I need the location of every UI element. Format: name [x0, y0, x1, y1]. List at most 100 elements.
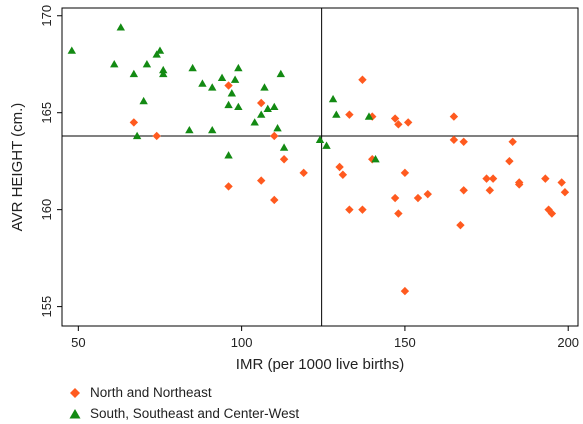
data-point-north-northeast	[449, 112, 459, 121]
data-point-north-northeast	[547, 209, 557, 218]
data-point-south-southeast-centerwest	[208, 83, 217, 91]
data-point-north-northeast	[485, 186, 495, 195]
data-point-south-southeast-centerwest	[110, 60, 119, 68]
data-point-south-southeast-centerwest	[155, 46, 165, 54]
data-point-north-northeast	[413, 193, 423, 203]
data-point-north-northeast	[560, 188, 570, 197]
data-point-north-northeast	[541, 174, 550, 183]
data-point-south-southeast-centerwest	[364, 112, 374, 120]
y-axis-label: AVR HEIGHT (cm.)	[9, 103, 26, 232]
data-point-north-northeast	[270, 195, 279, 205]
tick-labels-group: 50 100 150 200 155 160 165 170	[39, 5, 579, 350]
data-point-north-northeast	[449, 135, 459, 145]
data-point-south-southeast-centerwest	[322, 141, 331, 149]
data-point-south-southeast-centerwest	[116, 23, 125, 31]
data-point-north-northeast	[544, 205, 553, 214]
data-point-south-southeast-centerwest	[234, 63, 243, 72]
data-point-south-southeast-centerwest	[188, 63, 197, 72]
data-point-north-northeast	[390, 114, 400, 123]
data-point-north-northeast	[129, 118, 139, 127]
data-point-north-northeast	[456, 220, 465, 230]
data-point-south-southeast-centerwest	[328, 94, 338, 103]
data-point-south-southeast-centerwest	[279, 143, 289, 151]
legend-item-north-northeast: North and Northeast	[68, 382, 299, 403]
data-point-south-southeast-centerwest	[315, 135, 325, 144]
data-point-south-southeast-centerwest	[159, 69, 168, 78]
data-point-south-southeast-centerwest	[270, 102, 279, 111]
data-point-south-southeast-centerwest	[273, 124, 282, 132]
y-tick-label: 155	[39, 296, 54, 318]
data-point-north-northeast	[279, 155, 289, 164]
data-point-south-southeast-centerwest	[132, 131, 142, 140]
legend-label: South, Southeast and Center-West	[90, 406, 300, 421]
triangle-marker-icon	[69, 408, 81, 418]
legend-label: North and Northeast	[90, 385, 212, 400]
data-point-south-southeast-centerwest	[217, 73, 227, 81]
data-point-north-northeast	[257, 176, 266, 185]
data-point-south-southeast-centerwest	[224, 151, 233, 159]
data-point-north-northeast	[335, 162, 344, 172]
x-axis-label: IMR (per 1000 live births)	[236, 356, 404, 373]
y-tick-label: 165	[39, 102, 54, 124]
reference-lines-group	[62, 8, 578, 326]
data-point-south-southeast-centerwest	[230, 75, 240, 83]
data-point-south-southeast-centerwest	[198, 79, 207, 87]
data-point-north-northeast	[482, 174, 491, 183]
data-point-north-northeast	[515, 180, 524, 189]
data-point-north-northeast	[224, 81, 233, 90]
data-point-north-northeast	[345, 205, 354, 214]
data-point-north-northeast	[270, 131, 279, 141]
data-point-north-northeast	[257, 98, 266, 108]
data-point-south-southeast-centerwest	[208, 125, 217, 134]
data-point-north-northeast	[400, 286, 410, 296]
data-point-south-southeast-centerwest	[224, 100, 233, 109]
axes-group	[57, 7, 579, 331]
data-point-south-southeast-centerwest	[227, 89, 237, 97]
data-point-south-southeast-centerwest	[260, 83, 269, 91]
data-point-north-northeast	[224, 182, 233, 191]
data-point-south-southeast-centerwest	[67, 46, 76, 54]
data-point-south-southeast-centerwest	[263, 104, 272, 112]
legend-item-south-southeast-centerwest: South, Southeast and Center-West	[68, 403, 299, 424]
data-point-north-northeast	[152, 131, 161, 141]
data-point-south-southeast-centerwest	[129, 69, 139, 78]
data-point-south-southeast-centerwest	[142, 60, 152, 68]
data-point-north-northeast	[400, 168, 410, 178]
data-point-south-southeast-centerwest	[371, 155, 380, 163]
legend: North and Northeast South, Southeast and…	[68, 382, 299, 424]
data-points-group	[67, 23, 570, 296]
data-point-north-northeast	[423, 189, 432, 199]
data-point-north-northeast	[505, 156, 514, 166]
data-point-north-northeast	[345, 110, 354, 119]
diamond-marker-icon	[70, 387, 80, 398]
data-point-south-southeast-centerwest	[139, 96, 148, 105]
data-point-south-southeast-centerwest	[185, 125, 194, 134]
data-point-north-northeast	[390, 193, 400, 203]
data-point-north-northeast	[403, 118, 413, 127]
data-point-north-northeast	[557, 178, 566, 187]
data-point-north-northeast	[508, 137, 517, 146]
plot-frame	[61, 7, 579, 327]
data-point-north-northeast	[459, 137, 468, 146]
data-point-south-southeast-centerwest	[276, 69, 286, 78]
data-point-south-southeast-centerwest	[250, 118, 259, 126]
y-tick-label: 160	[39, 199, 54, 221]
data-point-north-northeast	[394, 209, 403, 218]
data-point-north-northeast	[488, 174, 498, 183]
x-tick-label: 50	[71, 335, 85, 350]
x-tick-label: 150	[394, 335, 416, 350]
data-point-north-northeast	[358, 205, 367, 214]
data-point-north-northeast	[338, 170, 348, 179]
data-point-south-southeast-centerwest	[159, 65, 168, 74]
data-point-south-southeast-centerwest	[152, 50, 161, 58]
data-point-north-northeast	[394, 120, 403, 129]
data-point-south-southeast-centerwest	[332, 110, 341, 118]
data-point-north-northeast	[358, 75, 367, 84]
y-tick-label: 170	[39, 5, 54, 27]
data-point-south-southeast-centerwest	[234, 102, 243, 111]
x-tick-label: 200	[557, 335, 579, 350]
x-tick-label: 100	[231, 335, 253, 350]
data-point-north-northeast	[299, 168, 308, 178]
data-point-north-northeast	[459, 186, 468, 195]
